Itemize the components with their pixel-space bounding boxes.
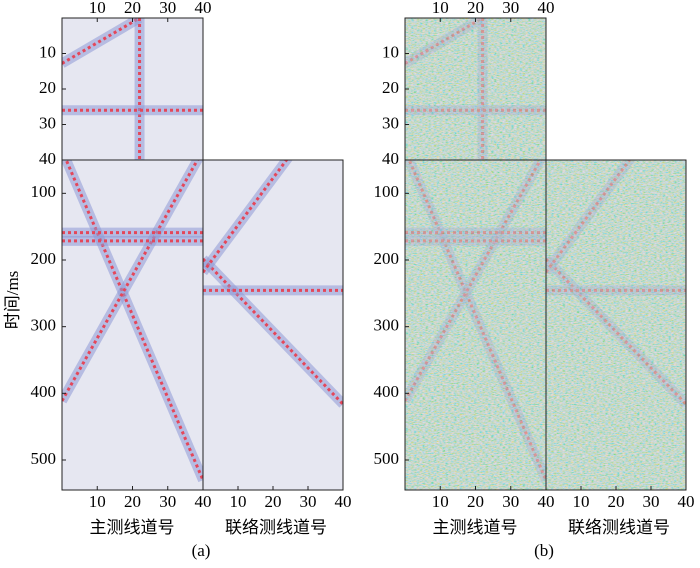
x-tick-label: 10 xyxy=(432,492,449,511)
x-tick-label: 10 xyxy=(573,492,590,511)
event-halo xyxy=(62,160,203,483)
x-tick-label: 10 xyxy=(89,0,106,17)
events xyxy=(62,18,203,160)
x-tick-label: 20 xyxy=(608,492,625,511)
events xyxy=(62,160,203,483)
event-core xyxy=(546,257,686,406)
event-halo xyxy=(546,255,686,408)
y-tick-label: 30 xyxy=(382,113,399,132)
x-tick-label: 30 xyxy=(300,492,317,511)
y-tick-label: 30 xyxy=(39,113,56,132)
event-halo xyxy=(203,160,293,276)
x-tick-label: 20 xyxy=(467,492,484,511)
x-tick-label: 30 xyxy=(643,492,660,511)
x-axis-label: 联络测线道号 xyxy=(225,518,327,537)
x-tick-label: 40 xyxy=(335,492,352,511)
noise xyxy=(405,160,546,490)
x-tick-label: 30 xyxy=(502,492,519,511)
caption: (a) xyxy=(192,541,211,560)
x-tick-label: 40 xyxy=(538,492,555,511)
event-halo xyxy=(405,18,486,68)
x-tick-label: 40 xyxy=(195,0,212,17)
event-halo xyxy=(546,160,636,276)
y-tick-label: 300 xyxy=(31,316,57,335)
event-halo xyxy=(405,160,546,404)
events xyxy=(405,18,546,160)
y-tick-label: 300 xyxy=(374,316,400,335)
x-tick-label: 30 xyxy=(159,0,176,17)
event-core xyxy=(203,257,343,406)
y-tick-label: 40 xyxy=(39,149,56,168)
x-tick-label: 20 xyxy=(124,492,141,511)
x-tick-label: 10 xyxy=(230,492,247,511)
y-tick-label: 200 xyxy=(374,249,400,268)
y-tick-label: 20 xyxy=(39,78,56,97)
y-axis-label: 时间/ms xyxy=(3,271,22,330)
y-tick-label: 10 xyxy=(382,42,399,61)
x-tick-label: 40 xyxy=(195,492,212,511)
y-tick-label: 10 xyxy=(39,42,56,61)
events xyxy=(405,160,546,483)
crossline-panel: 10 20 30 40 xyxy=(545,159,695,511)
caption: (b) xyxy=(534,541,554,560)
time_slice-panel: 10 20 30 40 10 20 30 40 xyxy=(39,0,212,168)
event-halo xyxy=(405,160,546,483)
y-tick-label: 40 xyxy=(382,149,399,168)
inline-panel: 10 20 30 40 100 200 300 400 500 xyxy=(31,159,212,511)
event-halo xyxy=(62,160,203,404)
x-tick-label: 10 xyxy=(432,0,449,17)
events xyxy=(546,160,686,408)
x-tick-label: 20 xyxy=(467,0,484,17)
x-axis-label: 主测线道号 xyxy=(433,518,518,537)
time_slice-panel: 10 20 30 40 10 20 30 40 xyxy=(382,0,555,168)
x-tick-label: 40 xyxy=(538,0,555,17)
y-tick-label: 400 xyxy=(31,382,57,401)
x-tick-label: 20 xyxy=(265,492,282,511)
inline-panel: 10 20 30 40 100 200 300 400 500 xyxy=(374,159,555,511)
x-tick-label: 30 xyxy=(502,0,519,17)
noise xyxy=(405,18,546,160)
y-tick-label: 100 xyxy=(31,182,57,201)
x-tick-label: 20 xyxy=(124,0,141,17)
x-tick-label: 40 xyxy=(678,492,695,511)
x-axis-label: 主测线道号 xyxy=(90,518,175,537)
panel-background xyxy=(62,18,203,160)
y-tick-label: 400 xyxy=(374,382,400,401)
y-tick-label: 500 xyxy=(374,449,400,468)
event-core xyxy=(62,18,141,65)
y-tick-label: 500 xyxy=(31,449,57,468)
events xyxy=(203,160,343,408)
y-tick-label: 100 xyxy=(374,182,400,201)
noise xyxy=(546,160,686,490)
crossline-panel: 10 20 30 40 xyxy=(202,159,352,511)
x-axis-label: 联络测线道号 xyxy=(568,518,670,537)
x-tick-label: 10 xyxy=(89,492,106,511)
event-core xyxy=(405,18,484,65)
x-tick-label: 30 xyxy=(159,492,176,511)
y-tick-label: 200 xyxy=(31,249,57,268)
y-tick-label: 20 xyxy=(382,78,399,97)
